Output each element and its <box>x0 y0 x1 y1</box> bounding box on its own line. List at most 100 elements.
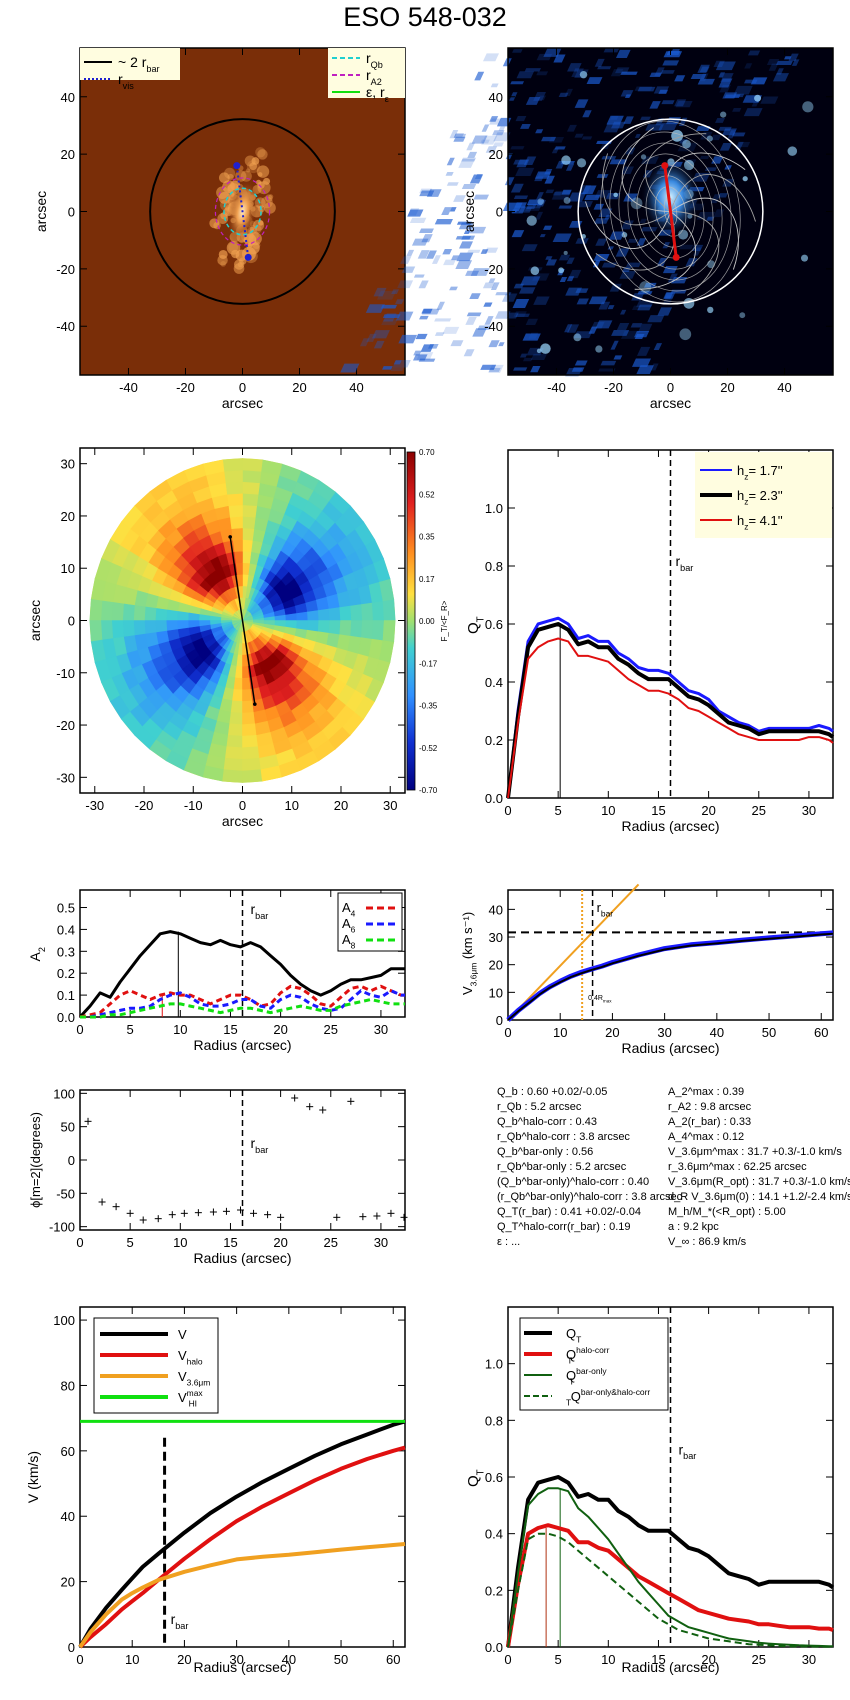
map-speckle <box>397 280 414 289</box>
map-speckle <box>620 71 638 75</box>
map-speckle <box>582 110 592 118</box>
a2-ylabel: A2 <box>27 947 47 961</box>
map-speckle <box>523 156 537 166</box>
qt-ylabel: QT <box>465 616 486 634</box>
forcemap-cell <box>89 598 103 621</box>
map-speckle <box>718 126 732 131</box>
image-blob <box>246 168 251 173</box>
map-speckle <box>601 156 617 160</box>
forcemap-cell <box>154 620 168 633</box>
phase-point <box>98 1198 106 1206</box>
phase-point <box>126 1209 134 1217</box>
forcemap-cell <box>339 620 352 636</box>
map-bright-spot <box>579 70 588 79</box>
forcemap-cell <box>371 620 385 641</box>
map-speckle <box>616 322 630 331</box>
map-speckle <box>624 94 631 98</box>
forcemap-cell <box>242 550 252 564</box>
image-blob <box>217 213 229 224</box>
image-ytick-label: 20 <box>61 147 75 162</box>
ellipse-ra2 <box>214 177 271 246</box>
image-ylabel: arcsec <box>33 191 49 232</box>
map-speckle <box>719 143 733 151</box>
map-speckle <box>598 368 616 372</box>
qt-rbar-label: rbar <box>676 553 694 573</box>
map-speckle <box>498 126 506 131</box>
phase-point <box>194 1209 202 1217</box>
forcemap-cell <box>242 504 258 518</box>
vmodel-ytick-label: 40 <box>61 1509 75 1524</box>
vmodel-xtick-label: 0 <box>76 1652 83 1667</box>
map-speckle <box>699 66 710 73</box>
stats-line: A_4^max : 0.12 <box>668 1131 745 1143</box>
qtdecomp-xlabel: Radius (arcsec) <box>621 1659 719 1675</box>
map-speckle <box>493 132 511 142</box>
map-speckle <box>594 58 605 67</box>
phase-point <box>139 1216 147 1224</box>
map-speckle <box>615 49 631 58</box>
map-speckle <box>525 206 541 211</box>
map-speckle <box>441 207 452 216</box>
map-speckle <box>697 78 715 85</box>
map-speckle <box>544 168 553 175</box>
forcemap-cell <box>144 606 157 621</box>
map-speckle <box>643 282 657 288</box>
stats-line: V_3.6μm(R_opt) : 31.7 +0.3/-1.0 km/s <box>668 1176 850 1188</box>
map-speckle <box>613 355 623 360</box>
image-blob <box>256 165 270 178</box>
map-speckle <box>395 311 414 321</box>
map-speckle <box>376 290 397 300</box>
map-speckle <box>638 323 653 333</box>
map-speckle <box>453 195 466 202</box>
map-speckle <box>565 164 575 171</box>
map-speckle <box>535 129 544 134</box>
qt-xtick-label: 25 <box>752 803 766 818</box>
map-speckle <box>654 67 665 77</box>
map-bright-spot <box>536 348 542 354</box>
forcemap-cell <box>296 620 309 630</box>
stats-line: M_h/M_*(<R_opt) : 5.00 <box>668 1206 786 1218</box>
vc-rmax-label: 0.4Rmax <box>588 995 612 1003</box>
ellipse-rqb <box>223 187 262 236</box>
map-speckle <box>400 256 412 264</box>
qtdecomp-series-line <box>506 1475 835 1648</box>
map-bright-spot <box>537 198 545 205</box>
stats-line: d_R V_3.6μm(0) : 14.1 +1.2/-2.4 km/s/kpc <box>668 1191 850 1203</box>
stats-line: ε : ... <box>497 1236 521 1248</box>
image-blob <box>226 241 241 255</box>
map-contour-ring <box>609 131 732 292</box>
vmodel-rbar-label: rbar <box>171 1611 189 1631</box>
rvis-endpoint <box>244 253 252 261</box>
map-speckle <box>631 358 652 367</box>
forcemap-cell <box>242 757 262 772</box>
map-speckle <box>484 316 494 325</box>
image-blob <box>240 170 252 182</box>
map-speckle <box>645 124 664 131</box>
phase-point <box>277 1213 285 1221</box>
map-speckle <box>685 258 698 267</box>
map-speckle <box>409 217 427 223</box>
image-blob <box>244 155 256 167</box>
vmodel-series-line <box>78 1445 406 1649</box>
stats-line: r_Qb^bar-only : 5.2 arcsec <box>497 1161 627 1173</box>
map-speckle <box>621 166 634 175</box>
map-speckle <box>467 226 487 234</box>
vc-ytick-label: 40 <box>489 902 503 917</box>
map-speckle <box>776 60 793 66</box>
image-xtick-label: -20 <box>176 380 195 395</box>
map-xlabel: arcsec <box>650 395 691 411</box>
qt-legend-label: hz= 1.7'' <box>737 463 783 482</box>
qt-xtick-label: 5 <box>555 803 562 818</box>
vmodel-xlabel: Radius (arcsec) <box>193 1659 291 1675</box>
map-speckle <box>488 340 500 348</box>
forcemap-cell <box>242 723 258 737</box>
phase-ytick-label: -50 <box>56 1186 75 1201</box>
map-speckle <box>567 63 582 72</box>
phase-point <box>264 1211 272 1219</box>
image-blob <box>235 170 247 182</box>
a2-xtick-label: 5 <box>127 1022 134 1037</box>
phase-point <box>209 1208 217 1216</box>
qtdecomp-legend-label: Qbar-only&halo-corr T <box>566 1387 650 1407</box>
map-speckle <box>514 202 527 208</box>
map-speckle <box>498 342 505 347</box>
